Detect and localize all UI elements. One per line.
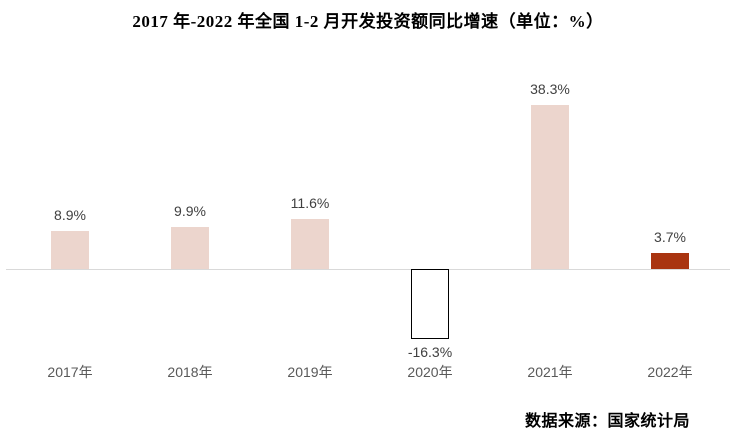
bar-2021年: [531, 105, 569, 269]
data-label-2021年: 38.3%: [530, 81, 570, 98]
x-axis-label-2022年: 2022年: [647, 364, 693, 380]
x-axis-label-2020年: 2020年: [407, 364, 453, 380]
data-source-note: 数据来源：国家统计局: [524, 413, 690, 430]
data-label-2017年: 8.9%: [54, 206, 86, 223]
x-axis-label-2017年: 2017年: [47, 364, 93, 380]
bar-2022年: [651, 253, 689, 269]
x-axis-label-2018年: 2018年: [167, 364, 213, 380]
bar-2017年: [51, 230, 89, 269]
data-label-2018年: 9.9%: [174, 202, 206, 219]
x-axis-label-2021年: 2021年: [527, 364, 573, 380]
bar-2018年: [171, 226, 209, 269]
x-axis-label-2019年: 2019年: [287, 364, 333, 380]
x-axis-line: [6, 269, 730, 270]
data-label-2019年: 11.6%: [290, 195, 330, 212]
data-label-2020年: -16.3%: [407, 343, 453, 360]
chart-title: 2017 年-2022 年全国 1-2 月开发投资额同比增速（单位：%）: [132, 12, 604, 31]
bar-2020年: [411, 269, 449, 339]
bar-2019年: [291, 219, 329, 269]
data-label-2022年: 3.7%: [654, 229, 686, 246]
